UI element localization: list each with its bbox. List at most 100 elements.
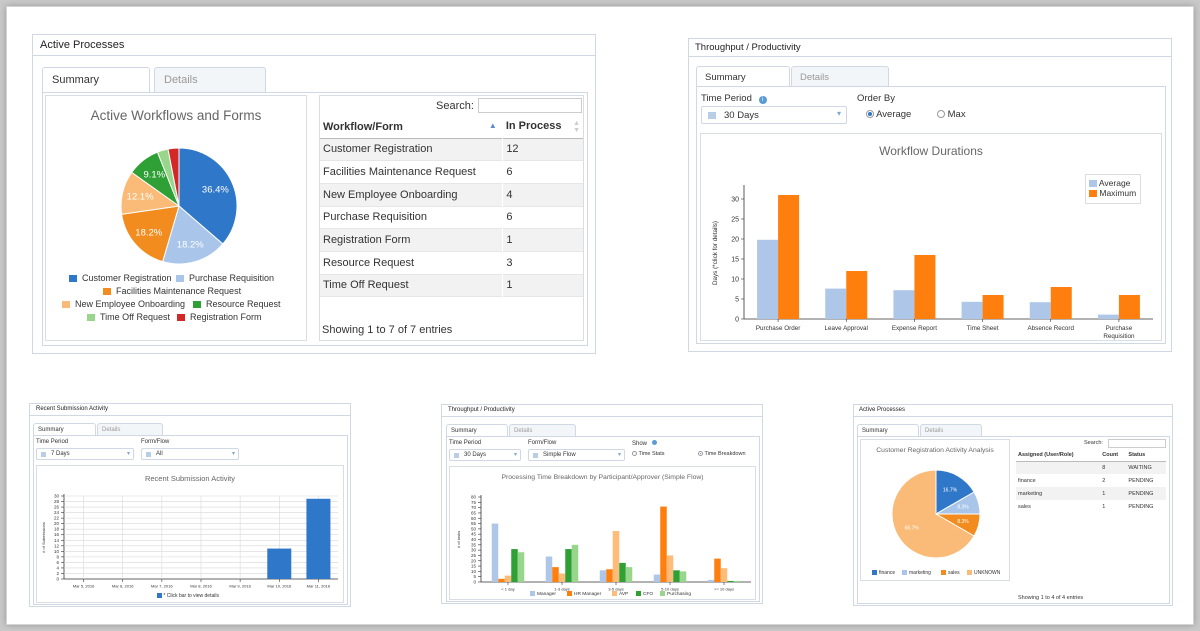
legend-label: Manager (537, 591, 556, 597)
legend-swatch (967, 570, 972, 576)
y-tick-label: 55 (471, 521, 477, 526)
y-tick-label: 20 (471, 558, 477, 563)
submission-chart: Recent Submission Activity 0 2 4 6 8 10 12 14 16… (36, 465, 344, 603)
pie-slice (121, 205, 180, 263)
y-tick-label: 40 (471, 537, 477, 542)
tab-summary[interactable]: Summary (857, 424, 919, 437)
y-tick-label: 25 (731, 216, 739, 223)
workflow-name-cell: Resource Request (323, 256, 415, 269)
time-period-select[interactable]: 7 Days ▾ (36, 448, 134, 460)
table-row[interactable]: Facilities Maintenance Request 6 (320, 160, 583, 184)
legend-item: sales (941, 570, 960, 576)
label-text: Time Period (701, 93, 752, 104)
slice-label: 9.1% (143, 170, 165, 181)
y-tick-label: 2 (56, 571, 59, 576)
bar (1050, 287, 1072, 319)
bar (498, 578, 505, 582)
order-average-radio[interactable]: Average (866, 109, 911, 120)
legend-swatch (87, 314, 95, 322)
col-in-process[interactable]: In Process ▲ ▼ (503, 116, 583, 138)
select-value: 30 Days (724, 110, 759, 121)
bar-plot: 0 5 10 15 20 25 30 Days (*click for details) Pur… (712, 185, 1153, 340)
bar (558, 573, 566, 582)
radio-label: Max (947, 109, 966, 120)
tab-summary[interactable]: Summary (446, 424, 508, 437)
form-flow-select[interactable]: Simple Flow ▾ (528, 449, 625, 461)
bar (552, 567, 559, 582)
radio-label: Time Breakdown (704, 451, 746, 457)
panel-title: Recent Submission Activity (30, 404, 350, 416)
search-input[interactable] (1108, 439, 1166, 448)
x-tick-label: 5-10 days (661, 587, 679, 592)
legend-swatch (1089, 190, 1097, 198)
time-period-select[interactable]: 30 Days ▾ (701, 106, 847, 124)
table-row[interactable]: marketing 1 PENDING (1016, 487, 1166, 500)
radio-icon (937, 110, 945, 119)
chart-title: Workflow Durations (879, 144, 983, 158)
y-tick-label: 24 (54, 510, 60, 515)
col-assigned[interactable]: Assigned (User/Role) (1018, 452, 1074, 459)
table-row[interactable]: Resource Request 3 (320, 251, 583, 275)
tab-details[interactable]: Details (920, 424, 982, 437)
bar (707, 579, 715, 582)
legend-label: Purchase Requisition (189, 273, 275, 283)
y-tick-label: 15 (731, 256, 739, 263)
bar (517, 552, 525, 582)
workflow-durations-chart: Workflow Durations 0 5 10 15 20 25 30 Days (*cl… (700, 133, 1162, 341)
table-row[interactable]: 8 WAITING (1016, 461, 1166, 474)
bar (660, 506, 667, 582)
show-time-breakdown-radio[interactable]: Time Breakdown (698, 451, 746, 457)
y-tick-label: 15 (471, 564, 477, 569)
y-axis-label: # of tasks (456, 531, 461, 548)
bar (914, 255, 936, 319)
tab-details[interactable]: Details (97, 423, 163, 436)
search-input[interactable] (478, 98, 582, 113)
y-tick-label: 0 (735, 316, 739, 323)
legend-swatch (103, 288, 111, 296)
radio-icon (632, 451, 637, 457)
select-icon (454, 453, 459, 458)
x-tick-label: Expense Report (892, 325, 937, 332)
tab-details[interactable]: Details (154, 67, 266, 93)
col-status[interactable]: Status (1128, 452, 1146, 459)
table-row[interactable]: New Employee Onboarding 4 (320, 183, 583, 207)
y-tick-label: 0 (56, 577, 59, 582)
tab-details[interactable]: Details (509, 424, 576, 437)
table-row[interactable]: finance 2 PENDING (1016, 474, 1166, 487)
order-max-radio[interactable]: Max (937, 109, 966, 120)
tab-summary[interactable]: Summary (42, 67, 150, 93)
tab-details[interactable]: Details (791, 66, 889, 87)
table-body: 8 WAITING finance 2 PENDING marketing 1 PENDING… (1016, 461, 1166, 513)
y-tick-label: 20 (731, 236, 739, 243)
table-row[interactable]: Customer Registration 12 (320, 138, 583, 161)
table-row[interactable]: Time Off Request 1 (320, 274, 583, 297)
table-row[interactable]: Purchase Requisition 6 (320, 206, 583, 229)
table-row[interactable]: Registration Form 1 (320, 228, 583, 252)
show-time-stats-radio[interactable]: Time Stats (632, 451, 665, 457)
panel-title: Active Processes (33, 35, 595, 56)
time-period-select[interactable]: 30 Days ▾ (449, 449, 521, 461)
chevron-down-icon: ▾ (617, 452, 621, 458)
tab-summary[interactable]: Summary (33, 423, 96, 436)
tab-summary[interactable]: Summary (696, 66, 790, 87)
legend-item: marketing (902, 570, 931, 576)
col-workflow-form[interactable]: Workflow/Form ▲ (320, 116, 503, 138)
assigned-cell: marketing (1018, 490, 1043, 497)
x-tick-label: Absence Record (1027, 325, 1074, 332)
bar (893, 290, 915, 319)
bar (545, 556, 553, 582)
workflow-name-cell: Purchase Requisition (323, 211, 427, 224)
table-row[interactable]: sales 1 PENDING (1016, 500, 1166, 513)
customer-registration-panel: Active Processes Summary Details Custome… (853, 404, 1173, 606)
bar (982, 295, 1004, 319)
form-flow-select[interactable]: All ▾ (141, 448, 239, 460)
panel-title: Active Processes (854, 405, 1172, 417)
legend-label: Purchasing (667, 591, 691, 597)
col-count[interactable]: Count (1102, 452, 1119, 459)
pie-slice (162, 205, 224, 265)
y-axis-label: Days (*click for details) (712, 221, 719, 285)
slice-label: 66.7% (905, 526, 920, 532)
legend-label: Registration Form (190, 312, 262, 322)
legend-label: New Employee Onboarding (75, 299, 186, 309)
